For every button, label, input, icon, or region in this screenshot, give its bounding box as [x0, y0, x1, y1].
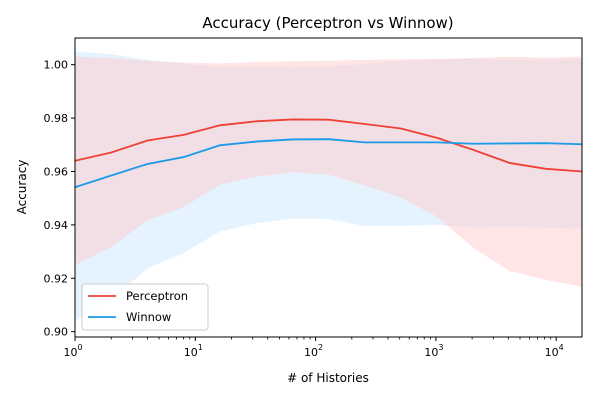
- series-lines: [75, 118, 582, 189]
- y-tick-label: 0.98: [44, 112, 69, 125]
- legend-label-perceptron: Perceptron: [126, 289, 188, 303]
- y-tick-label: 0.94: [44, 219, 69, 232]
- y-tick-label: 0.96: [44, 165, 69, 178]
- y-tick-label: 1.00: [44, 59, 69, 72]
- x-axis-label: # of Histories: [287, 371, 369, 385]
- y-axis-label: Accuracy: [15, 160, 29, 215]
- y-tick-label: 0.92: [44, 272, 69, 285]
- line-winnow: [75, 138, 582, 189]
- plot-frame: [74, 37, 583, 338]
- band-perceptron: [75, 56, 582, 287]
- x-axis-ticks: 100 101 102 103 104: [63, 337, 564, 359]
- confidence-bands: [75, 51, 582, 321]
- legend: Perceptron Winnow: [81, 283, 209, 331]
- chart-title: Accuracy (Perceptron vs Winnow): [202, 14, 453, 32]
- x-tick-label: 100: [63, 343, 82, 359]
- y-tick-label: 0.90: [44, 326, 69, 339]
- legend-label-winnow: Winnow: [126, 310, 171, 324]
- line-perceptron: [75, 118, 582, 173]
- x-tick-label: 102: [304, 343, 323, 359]
- x-tick-label: 103: [424, 343, 443, 359]
- y-axis-ticks: 0.90 0.92 0.94 0.96 0.98 1.00: [44, 59, 75, 339]
- x-tick-label: 104: [545, 343, 564, 359]
- x-tick-label: 101: [184, 343, 203, 359]
